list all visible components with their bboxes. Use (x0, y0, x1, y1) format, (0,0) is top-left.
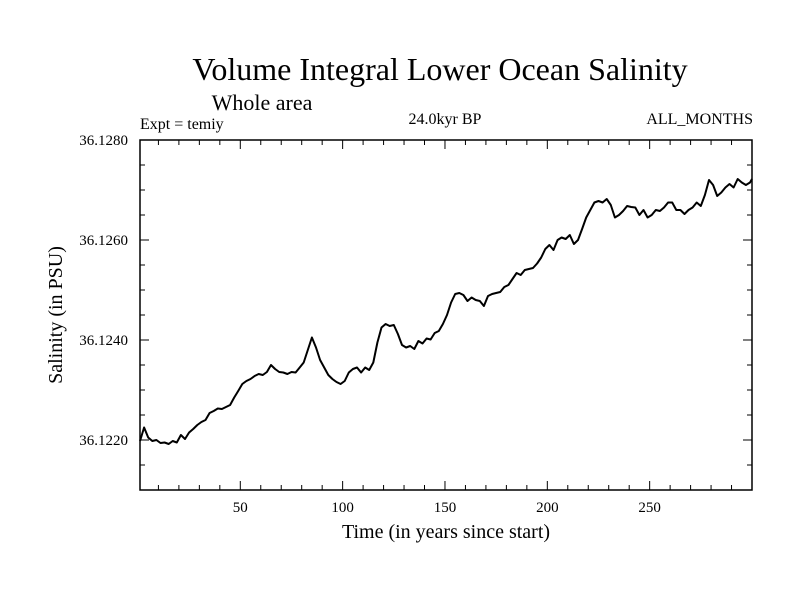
y-tick-label: 36.1240 (79, 333, 128, 349)
chart-subtitle: Whole area (212, 90, 313, 115)
tick-labels: 50 100 150 200 250 36.1220 36.1240 36.1260 36.12… (79, 133, 661, 516)
plot-frame (139, 139, 753, 491)
left-string: Expt = temiy (140, 116, 224, 133)
x-tick-label: 100 (331, 500, 354, 516)
x-tick-label: 50 (233, 500, 248, 516)
right-string: ALL_MONTHS (646, 111, 753, 128)
y-tick-label: 36.1220 (79, 433, 128, 449)
x-tick-label: 200 (536, 500, 559, 516)
x-axis-label: Time (in years since start) (342, 521, 550, 543)
x-tick-label: 250 (638, 500, 661, 516)
axis-ticks (140, 139, 752, 490)
y-tick-label: 36.1280 (79, 133, 128, 149)
chart-title: Volume Integral Lower Ocean Salinity (192, 51, 687, 87)
x-tick-label: 150 (434, 500, 457, 516)
salinity-series-line (139, 178, 753, 445)
center-string: 24.0kyr BP (409, 111, 482, 128)
y-axis-label: Salinity (in PSU) (45, 246, 67, 384)
y-tick-label: 36.1260 (79, 233, 128, 249)
